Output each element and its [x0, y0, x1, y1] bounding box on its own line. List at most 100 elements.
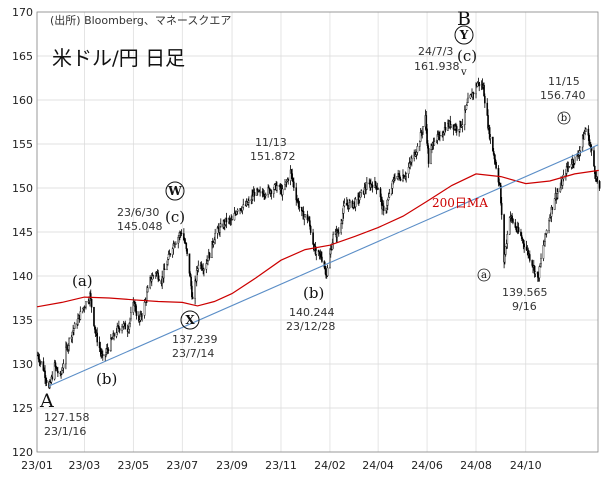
- price-candle-body: [253, 192, 256, 196]
- price-candle-body: [459, 121, 462, 128]
- price-candle-body: [62, 363, 65, 369]
- price-candle-body: [146, 291, 148, 301]
- price-candle-body: [163, 268, 166, 270]
- y-axis-tick-labels: 120 125 130 135 140 145 150 155 160 165 170: [12, 6, 33, 459]
- price-candle-body: [596, 176, 598, 182]
- x-tick-label: 24/04: [362, 459, 394, 472]
- price-candle-body: [185, 242, 188, 249]
- price-candle-body: [407, 166, 410, 175]
- y-tick-label: 140: [12, 270, 33, 283]
- trend-line: [48, 144, 599, 387]
- price-candle-body: [207, 260, 209, 262]
- price-candle-body: [382, 205, 385, 211]
- price-candle-body: [486, 102, 489, 116]
- price-candle-body: [377, 188, 379, 190]
- price-candle-body: [219, 226, 221, 233]
- price-candle-body: [534, 271, 537, 275]
- wave-label-b-2024: b: [561, 113, 567, 124]
- ma200-line: [36, 169, 599, 308]
- price-candle-body: [287, 179, 290, 181]
- price-candle-body: [212, 242, 215, 245]
- price-candle-body: [267, 187, 269, 195]
- price-candle-body: [358, 197, 361, 201]
- price-candle-body: [77, 318, 79, 325]
- y-tick-label: 150: [12, 182, 33, 195]
- price-candle-body: [158, 279, 160, 281]
- source-note: (出所) Bloomberg、マネースクエア: [50, 13, 231, 27]
- price-candle-body: [321, 256, 323, 262]
- price-candle-body: [568, 166, 570, 168]
- price-candle-body: [208, 252, 211, 259]
- price-candle-body: [544, 233, 546, 243]
- price-candle-body: [141, 315, 143, 317]
- price-candle-body: [425, 115, 428, 129]
- price-candle-body: [581, 135, 584, 148]
- annotation-low-2023-07-value: 137.239: [172, 333, 218, 346]
- annotation-low-2023-07-date: 23/7/14: [172, 347, 214, 360]
- price-candle-body: [583, 133, 586, 140]
- chart-title: 米ドル/円 日足: [52, 46, 185, 70]
- price-candle-body: [242, 204, 245, 208]
- price-candle-body: [42, 361, 45, 371]
- price-candle-body: [426, 128, 428, 144]
- price-candle-body: [472, 92, 475, 95]
- price-candle-body: [183, 233, 185, 241]
- price-candle-body: [542, 245, 545, 259]
- price-candle-body: [553, 198, 556, 210]
- wave-W-circle: [165, 181, 185, 201]
- wave-label-X: X: [185, 313, 195, 327]
- price-candle-body: [214, 233, 216, 241]
- price-candle-body: [508, 217, 511, 235]
- price-candle-body: [110, 337, 112, 352]
- price-candle-body: [102, 354, 104, 356]
- annotation-low-2023-01-value: 127.158: [44, 411, 90, 424]
- price-candle-body: [419, 131, 422, 142]
- price-candle-body: [416, 146, 419, 153]
- price-candle-body: [301, 206, 303, 212]
- price-candle-body: [466, 102, 468, 106]
- price-candle-body: [467, 97, 469, 103]
- price-candle-body: [121, 326, 123, 331]
- x-tick-label: 23/03: [69, 459, 101, 472]
- wave-label-b-2023: (b): [96, 370, 117, 388]
- price-candle-body: [504, 246, 507, 255]
- price-candle-body: [545, 229, 548, 234]
- wave-label-A: A: [39, 390, 54, 412]
- price-candle-body: [500, 185, 502, 204]
- price-candle-body: [343, 202, 346, 207]
- price-candle-body: [73, 323, 76, 329]
- annotation-low-2023-12-value: 140.244: [289, 306, 335, 319]
- price-candle-body: [236, 209, 239, 212]
- price-candle-body: [107, 349, 110, 352]
- price-candle-body: [61, 369, 63, 374]
- price-candle-body: [276, 185, 278, 191]
- annotation-high-2024-11-date: 11/15: [548, 75, 580, 88]
- price-candle-body: [517, 227, 520, 233]
- price-candle-body: [150, 278, 153, 282]
- price-candle-body: [514, 222, 517, 228]
- price-candle-body: [450, 124, 452, 128]
- wave-label-c-2024: (c): [457, 47, 477, 65]
- price-candle-body: [281, 188, 284, 195]
- price-candle-body: [540, 258, 542, 265]
- price-candle-body: [194, 280, 196, 299]
- price-candle-body: [405, 173, 407, 177]
- price-candle-body: [329, 253, 331, 269]
- price-candle-body: [325, 268, 327, 276]
- x-tick-label: 24/02: [314, 459, 346, 472]
- price-candle-body: [442, 134, 444, 137]
- price-candle-body: [90, 298, 93, 308]
- price-candle-body: [291, 173, 294, 179]
- price-candle-body: [166, 264, 168, 270]
- wave-label-b-2023-12: (b): [303, 284, 324, 302]
- price-candle-body: [557, 191, 559, 194]
- price-candle-body: [523, 243, 525, 248]
- price-candle-body: [349, 200, 351, 203]
- price-candle-body: [573, 156, 576, 164]
- price-candle-body: [379, 188, 382, 198]
- price-candle-body: [68, 338, 70, 346]
- price-candle-body: [549, 216, 551, 221]
- price-candle-body: [167, 254, 170, 260]
- price-candle-body: [219, 223, 222, 227]
- annotation-low-2024-09-date: 9/16: [512, 300, 537, 313]
